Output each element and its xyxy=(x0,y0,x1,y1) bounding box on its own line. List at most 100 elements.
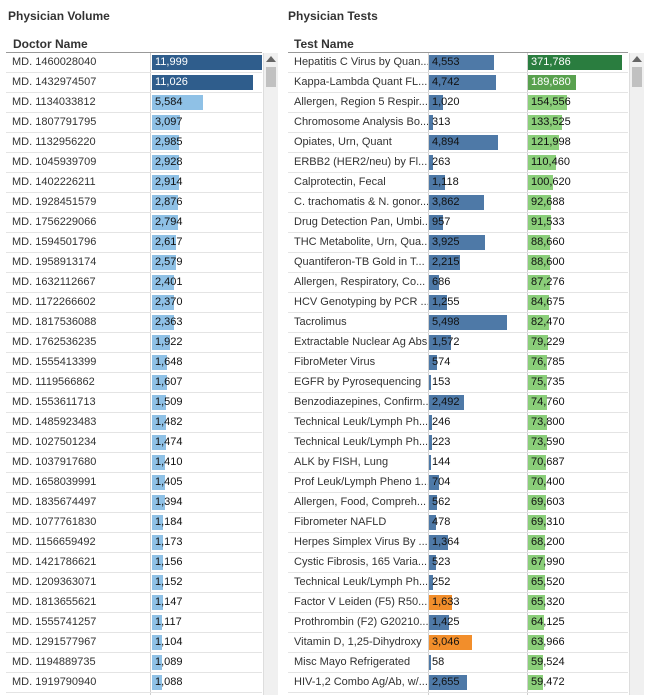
table-row[interactable]: MD. 1928451579 2,876 xyxy=(6,193,262,213)
table-row[interactable]: THC Metabolite, Urn, Qua... 3,925 88,660 xyxy=(288,233,628,253)
table-row[interactable]: MD. 1919790940 1,088 xyxy=(6,673,262,693)
table-row[interactable]: MD. 1485923483 1,482 xyxy=(6,413,262,433)
table-row[interactable]: MD. 1037917680 1,410 xyxy=(6,453,262,473)
table-row[interactable]: MD. 1156659492 1,173 xyxy=(6,533,262,553)
table-row[interactable]: MD. 1460028040 11,999 xyxy=(6,53,262,73)
table-row[interactable]: MD. 1402226211 2,914 xyxy=(6,173,262,193)
table-row[interactable]: MD. 1132956220 2,985 xyxy=(6,133,262,153)
volume-value: 2,363 xyxy=(155,316,183,328)
table-row[interactable]: MD. 1194889735 1,089 xyxy=(6,653,262,673)
table-row[interactable]: Opiates, Urn, Quant 4,894 121,998 xyxy=(288,133,628,153)
table-row[interactable]: MD. 1432974507 11,026 xyxy=(6,73,262,93)
volume-bar xyxy=(152,555,163,570)
volume-value: 11,026 xyxy=(155,76,188,88)
table-row[interactable]: FibroMeter Virus 574 76,785 xyxy=(288,353,628,373)
table-row[interactable]: Cystic Fibrosis, 165 Varia... 523 67,990 xyxy=(288,553,628,573)
test-count-value: 2,492 xyxy=(432,396,460,408)
volume-value: 1,104 xyxy=(155,636,183,648)
test-amount-value: 73,800 xyxy=(531,416,565,428)
test-amount-bar xyxy=(528,495,546,510)
doctor-name-header[interactable]: Doctor Name xyxy=(13,37,88,51)
test-count-bar xyxy=(429,495,437,510)
test-count-bar xyxy=(429,75,496,90)
table-row[interactable]: Prothrombin (F2) G20210... 1,425 64,125 xyxy=(288,613,628,633)
test-amount-value: 91,533 xyxy=(531,216,565,228)
table-row[interactable]: C. trachomatis & N. gonor... 3,862 92,688 xyxy=(288,193,628,213)
volume-value: 1,648 xyxy=(155,356,183,368)
table-row[interactable]: MD. 1045939709 2,928 xyxy=(6,153,262,173)
table-row[interactable]: HIV-1,2 Combo Ag/Ab, w/... 2,655 59,472 xyxy=(288,673,628,693)
table-row[interactable]: MD. 1807791795 3,097 xyxy=(6,113,262,133)
table-row[interactable]: Benzodiazepines, Confirm... 2,492 74,760 xyxy=(288,393,628,413)
table-row[interactable]: MD. 1027501234 1,474 xyxy=(6,433,262,453)
table-row[interactable]: MD. 1421786621 1,156 xyxy=(6,553,262,573)
table-row[interactable]: ALK by FISH, Lung 144 70,687 xyxy=(288,453,628,473)
table-row[interactable]: Misc Mayo Refrigerated 58 59,524 xyxy=(288,653,628,673)
table-row[interactable]: Allergen, Region 5 Respir... 1,020 154,556 xyxy=(288,93,628,113)
table-row[interactable]: ERBB2 (HER2/neu) by Fl... 263 110,460 xyxy=(288,153,628,173)
table-row[interactable]: MD. 1817536088 2,363 xyxy=(6,313,262,333)
scroll-up-icon[interactable] xyxy=(632,56,642,62)
table-row[interactable]: MD. 1756229066 2,794 xyxy=(6,213,262,233)
doctor-name: MD. 1658039991 xyxy=(12,476,97,488)
doctor-name: MD. 1432974507 xyxy=(12,76,97,88)
table-row[interactable]: Quantiferon-TB Gold in T... 2,215 88,600 xyxy=(288,253,628,273)
table-row[interactable]: Extractable Nuclear Ag Abs 1,572 79,229 xyxy=(288,333,628,353)
table-row[interactable]: Hepatitis C Virus by Quan... 4,553 371,786 xyxy=(288,53,628,73)
test-amount-value: 59,472 xyxy=(531,676,565,688)
table-row[interactable]: MD. 1172266602 2,370 xyxy=(6,293,262,313)
table-row[interactable]: MD. 1555413399 1,648 xyxy=(6,353,262,373)
left-scroll-thumb[interactable] xyxy=(266,67,276,87)
table-row[interactable]: HCV Genotyping by PCR ... 1,255 84,675 xyxy=(288,293,628,313)
table-row[interactable]: MD. 1209363071 1,152 xyxy=(6,573,262,593)
table-row[interactable]: Drug Detection Pan, Umbi... 957 91,533 xyxy=(288,213,628,233)
doctor-name: MD. 1194889735 xyxy=(12,656,96,668)
test-count-value: 246 xyxy=(432,416,451,428)
table-row[interactable]: Vitamin D, 1,25-Dihydroxy 3,046 63,966 xyxy=(288,633,628,653)
test-name: Vitamin D, 1,25-Dihydroxy xyxy=(294,636,422,648)
table-row[interactable]: MD. 1291577967 1,104 xyxy=(6,633,262,653)
doctor-name: MD. 1037917680 xyxy=(12,456,97,468)
table-row[interactable]: Factor V Leiden (F5) R50... 1,633 65,320 xyxy=(288,593,628,613)
table-row[interactable]: Technical Leuk/Lymph Ph... 223 73,590 xyxy=(288,433,628,453)
table-row[interactable]: Technical Leuk/Lymph Ph... 246 73,800 xyxy=(288,413,628,433)
table-row[interactable]: Herpes Simplex Virus By ... 1,364 68,200 xyxy=(288,533,628,553)
table-row[interactable]: Allergen, Food, Compreh... 562 69,603 xyxy=(288,493,628,513)
table-row[interactable]: MD. 1762536235 1,922 xyxy=(6,333,262,353)
table-row[interactable]: Allergen, Respiratory, Co... 686 87,276 xyxy=(288,273,628,293)
right-scrollbar[interactable] xyxy=(629,53,644,695)
table-row[interactable]: Kappa-Lambda Quant FL... 4,742 189,680 xyxy=(288,73,628,93)
table-row[interactable]: MD. 1594501796 2,617 xyxy=(6,233,262,253)
table-row[interactable]: MD. 1813655621 1,147 xyxy=(6,593,262,613)
table-row[interactable]: MD. 1958913174 2,579 xyxy=(6,253,262,273)
test-name: Chromosome Analysis Bo... xyxy=(294,116,428,128)
volume-value: 11,999 xyxy=(155,56,188,68)
table-row[interactable]: Calprotectin, Fecal 1,118 100,620 xyxy=(288,173,628,193)
test-name-header[interactable]: Test Name xyxy=(294,37,354,51)
table-row[interactable]: MD. 1632112667 2,401 xyxy=(6,273,262,293)
table-row[interactable]: Fibrometer NAFLD 478 69,310 xyxy=(288,513,628,533)
table-row[interactable]: Chromosome Analysis Bo... 313 133,525 xyxy=(288,113,628,133)
volume-value: 1,482 xyxy=(155,416,183,428)
right-scroll-thumb[interactable] xyxy=(632,67,642,87)
table-row[interactable]: MD. 1119566862 1,607 xyxy=(6,373,262,393)
table-row[interactable]: MD. 1555741257 1,117 xyxy=(6,613,262,633)
table-row[interactable]: MD. 1658039991 1,405 xyxy=(6,473,262,493)
table-row[interactable]: MD. 1835674497 1,394 xyxy=(6,493,262,513)
test-count-bar xyxy=(429,395,464,410)
scroll-up-icon[interactable] xyxy=(266,56,276,62)
table-row[interactable]: MD. 1553611713 1,509 xyxy=(6,393,262,413)
left-scrollbar[interactable] xyxy=(263,53,278,695)
right-column-separator-b xyxy=(527,53,528,695)
table-row[interactable]: EGFR by Pyrosequencing 153 75,735 xyxy=(288,373,628,393)
table-row[interactable]: Technical Leuk/Lymph Ph... 252 65,520 xyxy=(288,573,628,593)
test-amount-value: 65,520 xyxy=(531,576,565,588)
table-row[interactable]: MD. 1134033812 5,584 xyxy=(6,93,262,113)
test-count-bar xyxy=(429,575,433,590)
volume-value: 2,617 xyxy=(155,236,183,248)
table-row[interactable]: MD. 1077761830 1,184 xyxy=(6,513,262,533)
table-row[interactable]: Tacrolimus 5,498 82,470 xyxy=(288,313,628,333)
test-amount-bar xyxy=(528,515,546,530)
test-name: Quantiferon-TB Gold in T... xyxy=(294,256,425,268)
table-row[interactable]: Prof Leuk/Lymph Pheno 1... 704 70,400 xyxy=(288,473,628,493)
